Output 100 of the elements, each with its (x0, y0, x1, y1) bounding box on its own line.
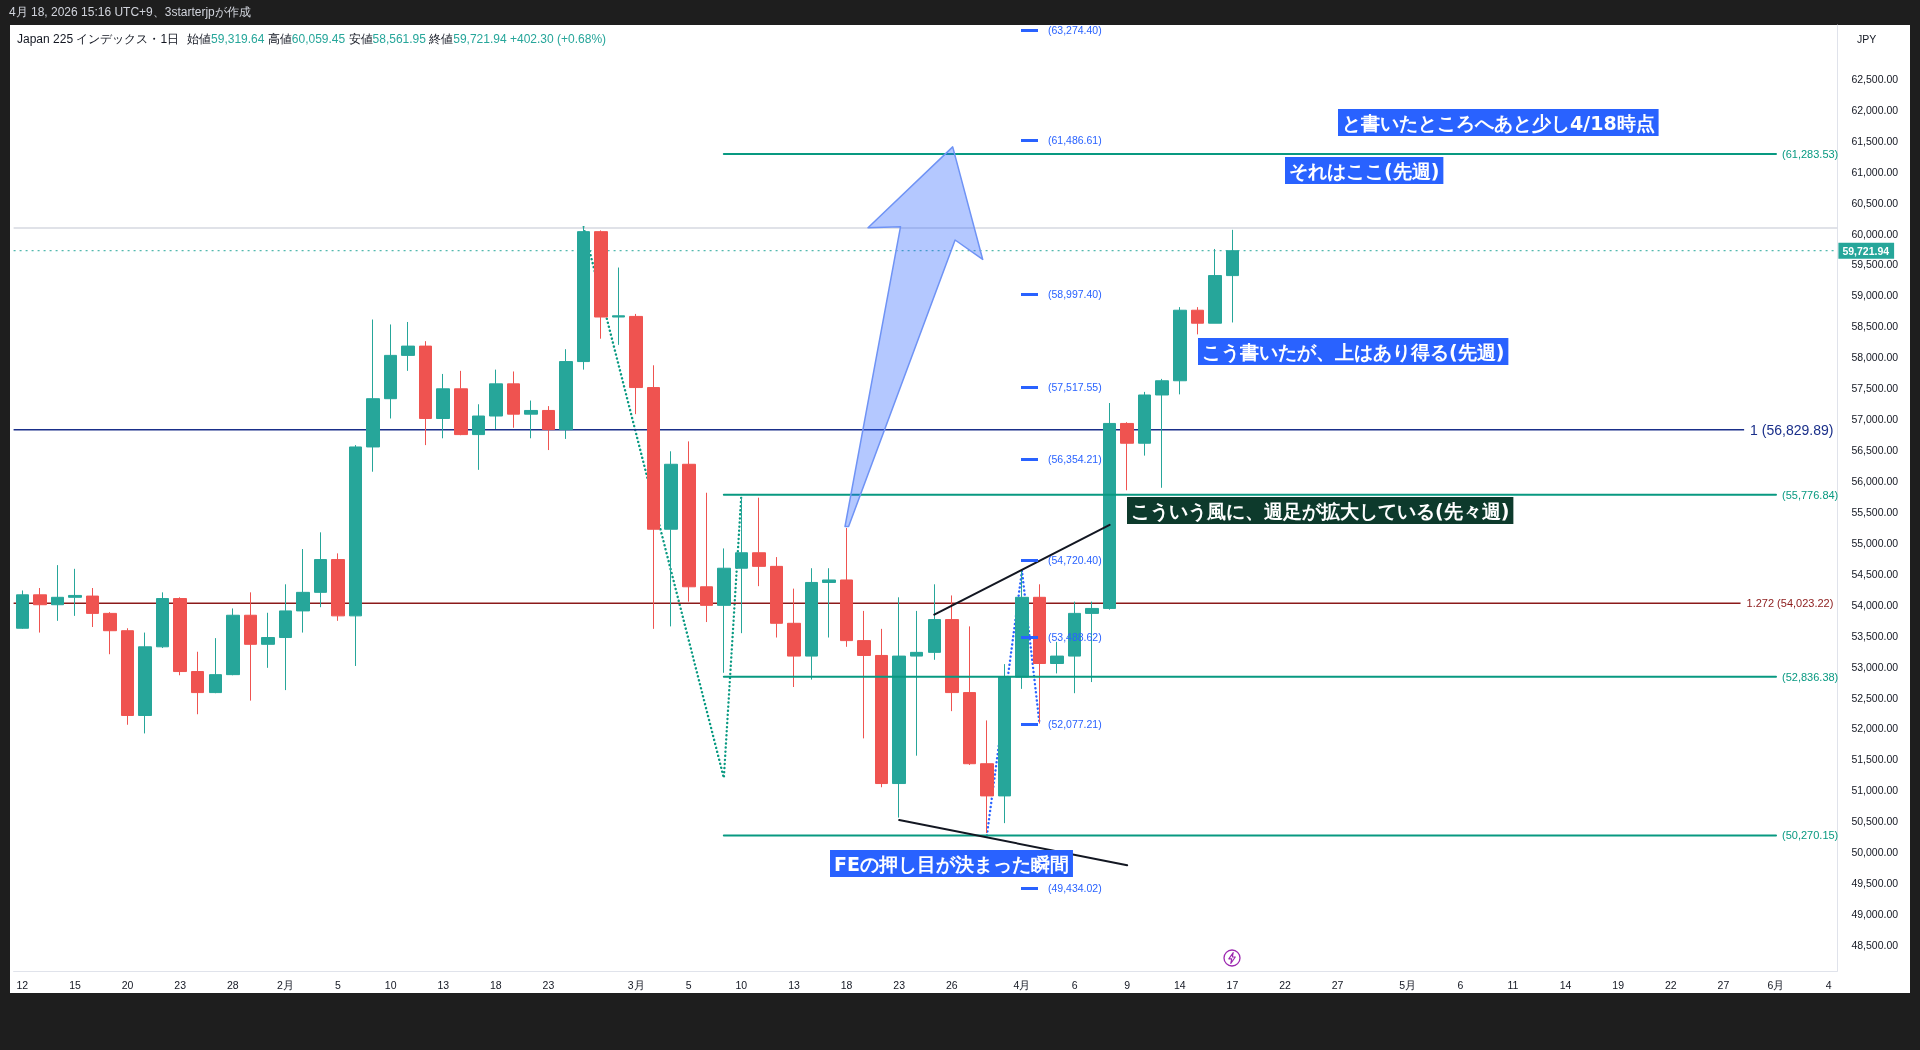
y-tick-label: 56,000.00 (1851, 474, 1899, 487)
candlestick (752, 497, 766, 587)
candlestick (629, 313, 643, 415)
candlestick (419, 340, 432, 446)
candlestick (980, 719, 994, 834)
candlestick (840, 527, 853, 648)
candlestick (805, 567, 818, 681)
data-label: (50,270.15) (1782, 829, 1839, 842)
x-tick-label: 13 (788, 978, 800, 991)
annotation: と書いたところへあと少し4/18時点 (1342, 112, 1655, 134)
candlestick (1050, 641, 1064, 674)
y-tick-label: 51,000.00 (1851, 784, 1899, 797)
candlestick (945, 594, 959, 712)
annotation: (57,517.55) (1048, 380, 1102, 394)
candlestick (524, 400, 538, 439)
candlestick (472, 403, 485, 471)
text: 4月 18, 2026 15:16 UTC+9、3starterjpが作成 (9, 5, 251, 20)
x-tick-label: 27 (1717, 978, 1730, 991)
candlestick (401, 321, 415, 372)
data-label: (61,283.53) (1782, 148, 1839, 161)
candlestick (770, 556, 783, 639)
x-tick-label: 10 (735, 978, 748, 991)
y-tick-label: 52,500.00 (1851, 691, 1899, 704)
ref-line-label: 1 (56,829.89) (1750, 421, 1834, 438)
annotation: こういう風に、週足が拡大している(先々週) (1131, 500, 1510, 523)
data-label: (55,776.84) (1782, 488, 1839, 501)
annotation: (58,997.40) (1048, 287, 1102, 301)
y-tick-label: 51,500.00 (1851, 753, 1899, 766)
y-tick-label: 61,000.00 (1851, 165, 1899, 178)
y-tick-label: 48,500.00 (1851, 939, 1899, 952)
y-tick-label: 60,500.00 (1851, 196, 1899, 209)
candlestick (1173, 306, 1187, 395)
y-tick-label: 49,000.00 (1851, 908, 1899, 921)
candlestick (875, 628, 888, 788)
x-tick-label: 22 (1279, 978, 1291, 991)
y-tick-label: 57,000.00 (1851, 413, 1899, 426)
candlestick (822, 567, 836, 639)
candlestick (594, 229, 608, 340)
candlestick (559, 348, 573, 440)
candlestick (454, 370, 468, 436)
x-tick-label: 3月 (627, 978, 645, 991)
candlestick (735, 497, 748, 634)
text: 始値59,319.64 高値60,059.45 安値58,561.95 終値59,721.94 +402.30 (+0.68%) (187, 32, 607, 46)
candlestick (1120, 421, 1134, 491)
candlestick (717, 547, 731, 674)
x-tick-label: 12 (16, 978, 29, 991)
x-tick-label: 19 (1612, 978, 1625, 991)
text: Japan 225 インデックス・1日 (17, 32, 180, 46)
annotation: こう書いたが、上はあり得る(先週) (1202, 341, 1505, 364)
candlestick (384, 323, 397, 419)
x-tick-label: 13 (437, 978, 450, 991)
candlestick (998, 663, 1011, 824)
candlestick (226, 607, 240, 676)
y-tick-label: 62,500.00 (1851, 72, 1899, 85)
y-tick-label: 55,000.00 (1851, 536, 1899, 549)
x-tick-label: 9 (1124, 978, 1131, 991)
x-tick-label: 5月 (1399, 978, 1417, 991)
candlestick (173, 596, 187, 676)
y-tick-label: 61,500.00 (1851, 134, 1899, 147)
candlestick (542, 405, 555, 451)
x-tick-label: 17 (1226, 978, 1239, 991)
x-tick-label: 4 (1825, 978, 1832, 991)
y-tick-label: 54,500.00 (1851, 567, 1899, 580)
y-tick-label: 59,500.00 (1851, 258, 1899, 271)
candlestick (1015, 570, 1029, 690)
candlestick (892, 596, 906, 819)
x-tick-label: 14 (1173, 978, 1186, 991)
x-tick-label: 2月 (276, 978, 294, 991)
x-tick-label: 6 (1457, 978, 1464, 991)
y-tick-label: 58,500.00 (1851, 320, 1899, 333)
x-tick-label: 28 (226, 978, 239, 991)
candlestick (489, 369, 503, 430)
candlestick (209, 637, 222, 694)
candlestick (787, 588, 801, 688)
data-label: (52,836.38) (1782, 670, 1839, 683)
ref-line-label: 59,721.94 (1842, 244, 1890, 257)
candlestick (156, 591, 169, 649)
candlestick (331, 552, 345, 622)
x-tick-label: 26 (945, 978, 958, 991)
candlestick (1155, 378, 1169, 489)
x-tick-label: 23 (542, 978, 555, 991)
candlestick (647, 364, 660, 630)
x-tick-label: 5 (335, 978, 342, 991)
candlestick (68, 568, 82, 617)
candlestick (366, 319, 380, 473)
candlestick (507, 370, 520, 429)
y-tick-label: 50,000.00 (1851, 846, 1899, 859)
candlestick (191, 651, 204, 715)
candlestick (857, 610, 871, 739)
x-tick-label: 14 (1559, 978, 1572, 991)
y-tick-label: 62,000.00 (1851, 103, 1899, 116)
y-tick-label: 60,000.00 (1851, 227, 1899, 240)
x-tick-label: 23 (174, 978, 187, 991)
annotation: (56,354.21) (1048, 452, 1102, 466)
x-tick-label: 20 (121, 978, 134, 991)
y-tick-label: 55,500.00 (1851, 505, 1899, 518)
annotation: (49,434.02) (1048, 881, 1102, 895)
annotation: (54,720.40) (1048, 553, 1102, 567)
candlestick (51, 564, 64, 622)
y-tick-label: 52,000.00 (1851, 722, 1899, 735)
